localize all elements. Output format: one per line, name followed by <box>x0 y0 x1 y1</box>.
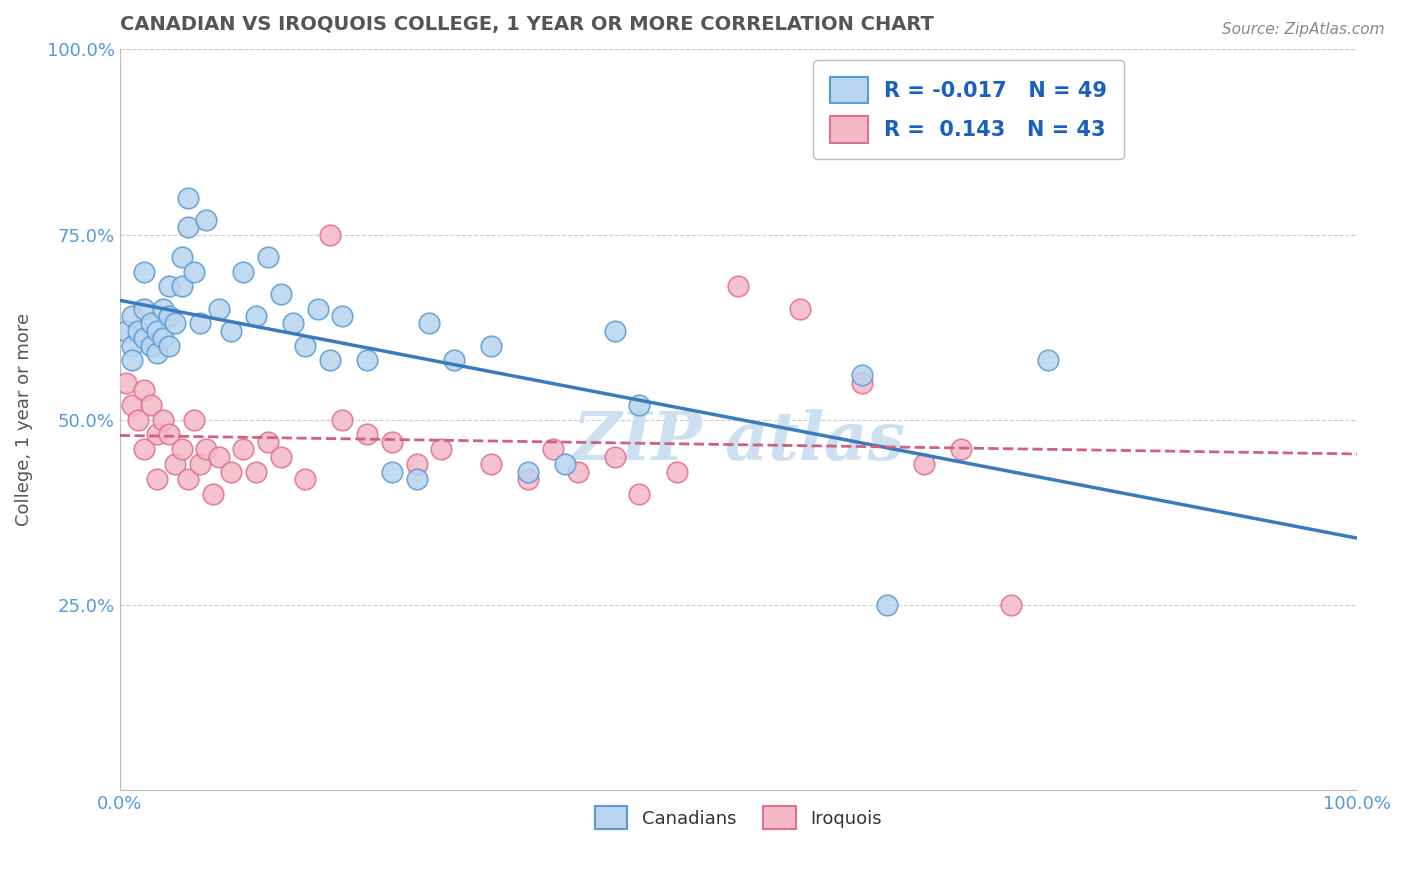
Point <box>270 286 292 301</box>
Point <box>1036 353 1059 368</box>
Point <box>134 264 156 278</box>
Point <box>405 457 427 471</box>
Point <box>232 442 254 457</box>
Point <box>319 227 342 242</box>
Point <box>479 457 502 471</box>
Legend: Canadians, Iroquois: Canadians, Iroquois <box>588 798 889 837</box>
Point <box>912 457 935 471</box>
Point <box>219 465 242 479</box>
Point <box>665 465 688 479</box>
Point <box>177 220 200 235</box>
Point <box>405 472 427 486</box>
Text: ZIP atlas: ZIP atlas <box>572 409 905 475</box>
Point <box>157 338 180 352</box>
Point <box>307 301 329 316</box>
Y-axis label: College, 1 year or more: College, 1 year or more <box>15 313 32 526</box>
Point <box>245 309 267 323</box>
Point <box>170 250 193 264</box>
Point <box>541 442 564 457</box>
Point <box>232 264 254 278</box>
Point <box>294 338 316 352</box>
Point <box>152 412 174 426</box>
Point <box>134 442 156 457</box>
Text: CANADIAN VS IROQUOIS COLLEGE, 1 YEAR OR MORE CORRELATION CHART: CANADIAN VS IROQUOIS COLLEGE, 1 YEAR OR … <box>120 15 934 34</box>
Point <box>165 317 187 331</box>
Point <box>356 353 378 368</box>
Point <box>170 442 193 457</box>
Point <box>139 398 162 412</box>
Point <box>281 317 304 331</box>
Point <box>183 264 205 278</box>
Point <box>170 279 193 293</box>
Point <box>603 450 626 464</box>
Point <box>319 353 342 368</box>
Point <box>183 412 205 426</box>
Point <box>146 324 169 338</box>
Point <box>851 376 873 390</box>
Point <box>188 457 211 471</box>
Point <box>177 472 200 486</box>
Point <box>245 465 267 479</box>
Text: Source: ZipAtlas.com: Source: ZipAtlas.com <box>1222 22 1385 37</box>
Point <box>208 450 231 464</box>
Point <box>628 398 651 412</box>
Point <box>430 442 453 457</box>
Point <box>121 338 143 352</box>
Point <box>418 317 440 331</box>
Point <box>121 353 143 368</box>
Point <box>950 442 973 457</box>
Point <box>121 398 143 412</box>
Point <box>219 324 242 338</box>
Point <box>789 301 811 316</box>
Point <box>127 412 149 426</box>
Point <box>157 279 180 293</box>
Point <box>257 250 280 264</box>
Point <box>115 376 138 390</box>
Point <box>121 309 143 323</box>
Point <box>381 434 404 449</box>
Point <box>157 309 180 323</box>
Point <box>146 427 169 442</box>
Point <box>381 465 404 479</box>
Point <box>332 309 354 323</box>
Point <box>115 324 138 338</box>
Point <box>177 190 200 204</box>
Point <box>195 442 218 457</box>
Point <box>727 279 749 293</box>
Point <box>127 324 149 338</box>
Point <box>851 368 873 383</box>
Point <box>134 383 156 397</box>
Point <box>139 317 162 331</box>
Point <box>157 427 180 442</box>
Point <box>139 338 162 352</box>
Point <box>876 598 898 612</box>
Point <box>356 427 378 442</box>
Point <box>152 331 174 345</box>
Point <box>201 487 224 501</box>
Point <box>1000 598 1022 612</box>
Point <box>165 457 187 471</box>
Point <box>603 324 626 338</box>
Point <box>188 317 211 331</box>
Point <box>517 465 540 479</box>
Point <box>257 434 280 449</box>
Point <box>443 353 465 368</box>
Point <box>195 212 218 227</box>
Point <box>479 338 502 352</box>
Point <box>332 412 354 426</box>
Point <box>554 457 576 471</box>
Point <box>628 487 651 501</box>
Point <box>134 301 156 316</box>
Point <box>567 465 589 479</box>
Point <box>134 331 156 345</box>
Point <box>152 301 174 316</box>
Point <box>270 450 292 464</box>
Point <box>146 472 169 486</box>
Point <box>208 301 231 316</box>
Point <box>146 346 169 360</box>
Point <box>294 472 316 486</box>
Point <box>517 472 540 486</box>
